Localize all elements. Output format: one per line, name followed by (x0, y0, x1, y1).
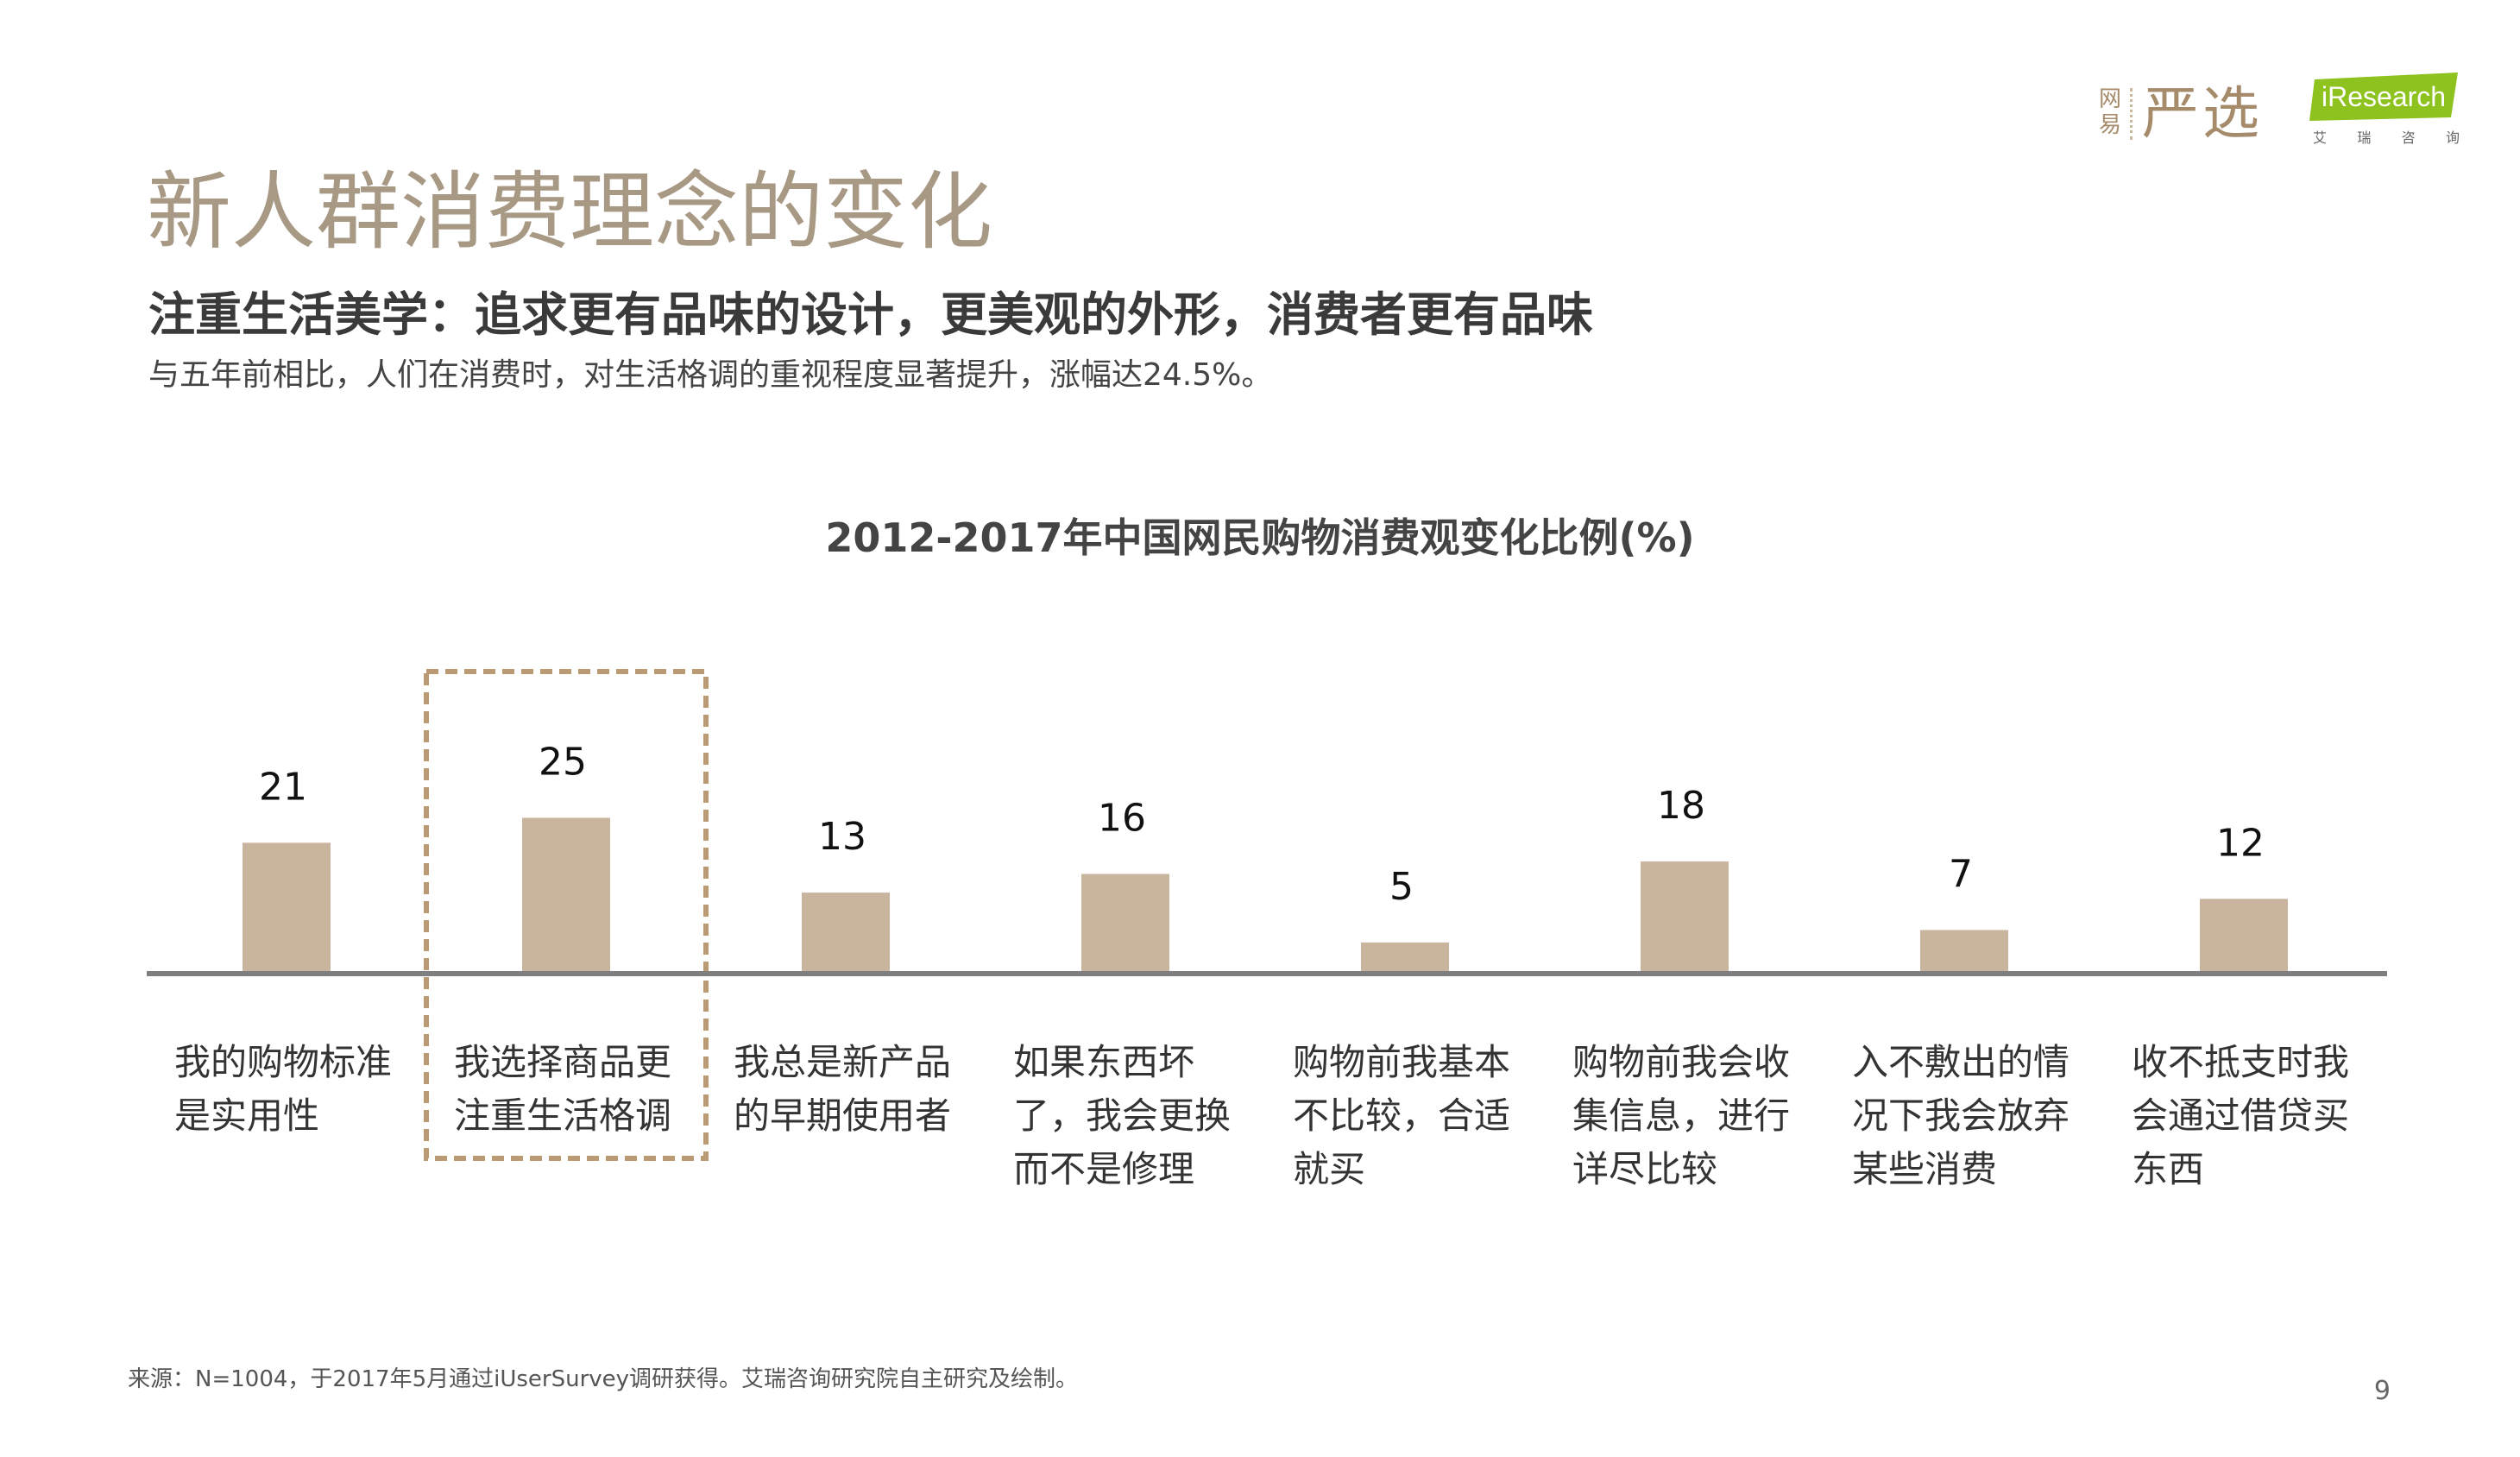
bar-value-label: 13 (818, 815, 866, 859)
chart-title: 2012-2017年中国网民购物消费观变化比例(%) (825, 514, 1695, 561)
x-tick-label-line: 收不抵支时我 (2132, 1041, 2350, 1083)
bar (802, 892, 890, 974)
page-number: 9 (2373, 1376, 2391, 1406)
x-tick-label-line: 如果东西坏 (1013, 1041, 1195, 1083)
x-tick-label: 如果东西坏了，我会更换 而不是修理 (1013, 1036, 1255, 1196)
iresearch-logo-subtext: 艾 瑞 咨 询 (2313, 126, 2460, 147)
iresearch-sub-char: 艾 (2313, 129, 2328, 146)
x-tick-label-line: 就买 (1293, 1148, 1366, 1190)
headline: 注重生活美学：追求更有品味的设计，更美观的外形，消费者更有品味 (148, 287, 1593, 342)
x-tick-label-line: 况下我会放弃 (1852, 1094, 2070, 1137)
x-tick-label-line: 集信息，进行 (1572, 1094, 1791, 1137)
x-tick-label: 入不敷出的情 况下我会放弃 某些消费 (1852, 1036, 2094, 1196)
bar-value-label: 21 (259, 765, 307, 809)
iresearch-sub-char: 询 (2445, 129, 2460, 146)
logo-divider (2130, 88, 2136, 140)
bar (1920, 930, 2008, 974)
x-tick-label-line: 入不敷出的情 (1852, 1041, 2070, 1083)
bar-value-label: 18 (1657, 784, 1705, 828)
x-tick-label-line: 东西 (2132, 1148, 2205, 1190)
netease-logo-text: 网易 (2098, 86, 2121, 138)
x-tick-label-line: 某些消费 (1852, 1148, 1998, 1190)
x-tick-label-line: 而不是修理 (1013, 1148, 1195, 1190)
bar-value-label: 7 (1949, 852, 1973, 896)
x-tick-label-line: 不比较，合适 (1293, 1094, 1511, 1137)
iresearch-sub-char: 瑞 (2357, 129, 2372, 146)
bar (522, 817, 610, 974)
x-tick-label-line: 注重生活格调 (454, 1094, 672, 1137)
bar (1081, 874, 1169, 974)
x-tick-label-line: 了，我会更换 (1013, 1094, 1232, 1137)
source-note: 来源：N=1004，于2017年5月通过iUserSurvey调研获得。艾瑞咨询… (128, 1366, 1079, 1392)
x-tick-label-line: 购物前我会收 (1572, 1041, 1791, 1083)
x-tick-label: 购物前我会收 集信息，进行 详尽比较 (1572, 1036, 1814, 1196)
bar (243, 842, 331, 974)
bar (1641, 861, 1729, 974)
x-tick-label: 我的购物标准 是实用性 (174, 1036, 416, 1143)
bar-value-label: 12 (2216, 821, 2265, 865)
subheadline: 与五年前相比，人们在消费时，对生活格调的重视程度显著提升，涨幅达24.5%。 (148, 357, 1273, 393)
iresearch-logo-text: iResearch (2322, 81, 2447, 112)
x-tick-label-line: 的早期使用者 (734, 1094, 952, 1137)
iresearch-sub-char: 咨 (2401, 129, 2416, 146)
x-tick-label-line: 购物前我基本 (1293, 1041, 1511, 1083)
x-tick-label-line: 我的购物标准 (174, 1041, 393, 1083)
x-tick-label: 收不抵支时我 会通过借贷买 东西 (2132, 1036, 2373, 1196)
x-tick-label-line: 详尽比较 (1572, 1148, 1718, 1190)
x-tick-label-line: 会通过借贷买 (2132, 1094, 2350, 1137)
iresearch-logo-badge (2309, 73, 2458, 121)
x-tick-label: 我选择商品更 注重生活格调 (454, 1036, 696, 1143)
bar-value-label: 16 (1098, 796, 1146, 840)
bar-value-label: 5 (1389, 865, 1414, 909)
bar-value-label: 25 (539, 741, 587, 785)
netease-yanxuan-logo: 网易 严选 (2095, 76, 2303, 154)
iresearch-logo: iResearch 艾 瑞 咨 询 (2309, 73, 2465, 150)
bar (1361, 942, 1449, 974)
x-tick-label-line: 是实用性 (174, 1094, 320, 1137)
x-tick-label-line: 我选择商品更 (454, 1041, 672, 1083)
yanxuan-logo-text: 严选 (2142, 80, 2263, 147)
highlight-box (424, 669, 709, 1161)
page-title: 新人群消费理念的变化 (147, 163, 993, 262)
x-tick-label-line: 我总是新产品 (734, 1041, 952, 1083)
bar (2200, 899, 2288, 974)
x-tick-label: 我总是新产品 的早期使用者 (734, 1036, 975, 1143)
x-tick-label: 购物前我基本 不比较，合适 就买 (1293, 1036, 1534, 1196)
